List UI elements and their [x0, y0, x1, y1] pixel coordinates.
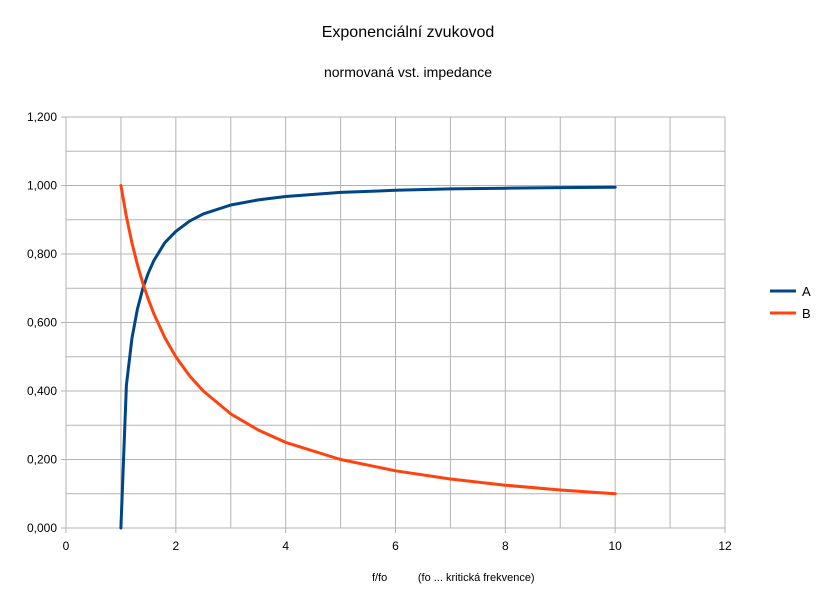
chart-title: Exponenciální zvukovod	[322, 24, 495, 41]
y-tick-label: 0,800	[27, 247, 57, 261]
x-tick-label: 4	[282, 539, 289, 553]
x-tick-labels: 0 2 4 6 8 10 12	[63, 539, 732, 553]
grid	[65, 116, 726, 529]
series-lines	[119, 184, 617, 530]
legend-label-b: B	[802, 306, 811, 321]
x-tick-label: 8	[502, 539, 509, 553]
x-tick-label: 0	[63, 539, 70, 553]
y-tick-labels: 0,000 0,200 0,400 0,600 0,800 1,000 1,200	[27, 110, 57, 535]
series-line-b	[119, 184, 617, 496]
x-axis-label: f/fo (fo ... kritická frekvence)	[372, 572, 535, 584]
y-tick-label: 0,200	[27, 453, 57, 467]
y-tick-label: 0,600	[27, 316, 57, 330]
axes	[61, 116, 726, 533]
legend: AB	[770, 284, 811, 321]
x-tick-label: 2	[172, 539, 179, 553]
y-tick-label: 1,000	[27, 179, 57, 193]
x-tick-label: 6	[392, 539, 399, 553]
legend-label-a: A	[802, 284, 811, 299]
x-tick-label: 12	[718, 539, 732, 553]
y-tick-label: 0,000	[27, 521, 57, 535]
series-line-a	[119, 185, 617, 530]
x-tick-label: 10	[608, 539, 622, 553]
chart-subtitle: normovaná vst. impedance	[324, 64, 492, 80]
y-tick-label: 0,400	[27, 384, 57, 398]
y-tick-label: 1,200	[27, 110, 57, 124]
